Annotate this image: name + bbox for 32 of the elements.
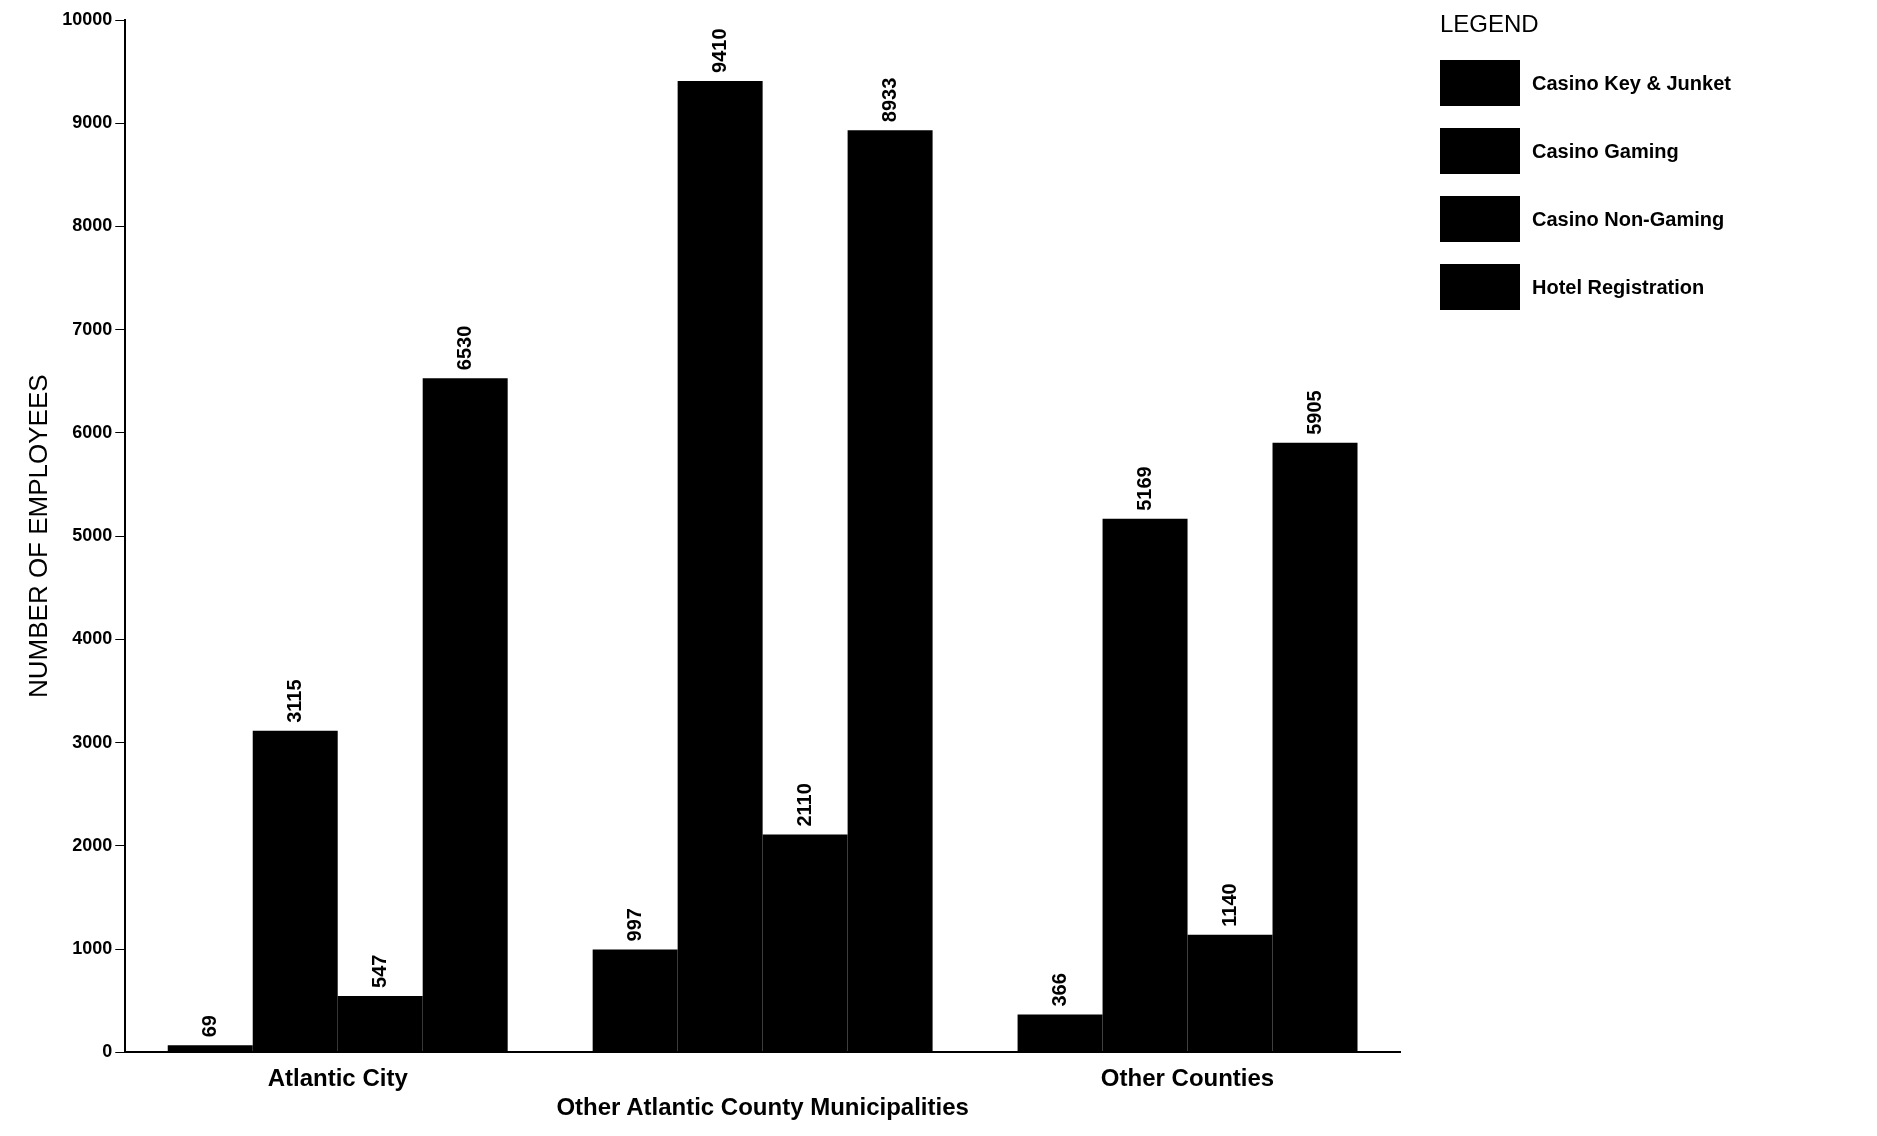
legend-label: Casino Key & Junket — [1532, 71, 1731, 95]
legend-title: LEGEND — [1440, 10, 1540, 38]
y-tick-label: 4000 — [72, 628, 113, 649]
x-tick-label: Other Counties — [1100, 1064, 1275, 1092]
y-tick-label: 5000 — [72, 525, 113, 546]
legend-label: Casino Gaming — [1532, 139, 1679, 163]
y-tick-label: 1000 — [72, 938, 113, 959]
data-label: 5169 — [1132, 466, 1155, 511]
y-tick-label: 0 — [102, 1041, 113, 1062]
y-tick-label: 7000 — [72, 318, 113, 339]
data-label: 3115 — [282, 679, 305, 723]
y-tick-label: 3000 — [72, 731, 113, 752]
legend-label: Casino Non-Gaming — [1532, 207, 1725, 231]
legend-label: Hotel Registration — [1532, 275, 1705, 299]
data-label: 5905 — [1302, 390, 1325, 435]
data-label: 2110 — [792, 783, 815, 827]
y-axis-title: NUMBER OF EMPLOYEES — [22, 374, 53, 699]
y-tick-label: 10000 — [62, 8, 113, 29]
y-tick-label: 6000 — [72, 421, 113, 442]
data-label: 1140 — [1217, 883, 1240, 927]
y-tick-label: 2000 — [72, 834, 113, 855]
data-label: 366 — [1047, 973, 1070, 1007]
y-tick-label: 8000 — [72, 215, 113, 236]
data-label: 9410 — [707, 28, 730, 73]
data-label: 997 — [622, 908, 645, 942]
data-label: 6530 — [452, 325, 475, 371]
x-tick-label: Other Atlantic County Municipalities — [556, 1093, 969, 1121]
data-label: 8933 — [877, 77, 900, 123]
data-label: 69 — [197, 1015, 220, 1038]
y-tick-label: 9000 — [72, 112, 113, 133]
data-label: 547 — [367, 954, 390, 988]
x-tick-label: Atlantic City — [267, 1064, 409, 1092]
